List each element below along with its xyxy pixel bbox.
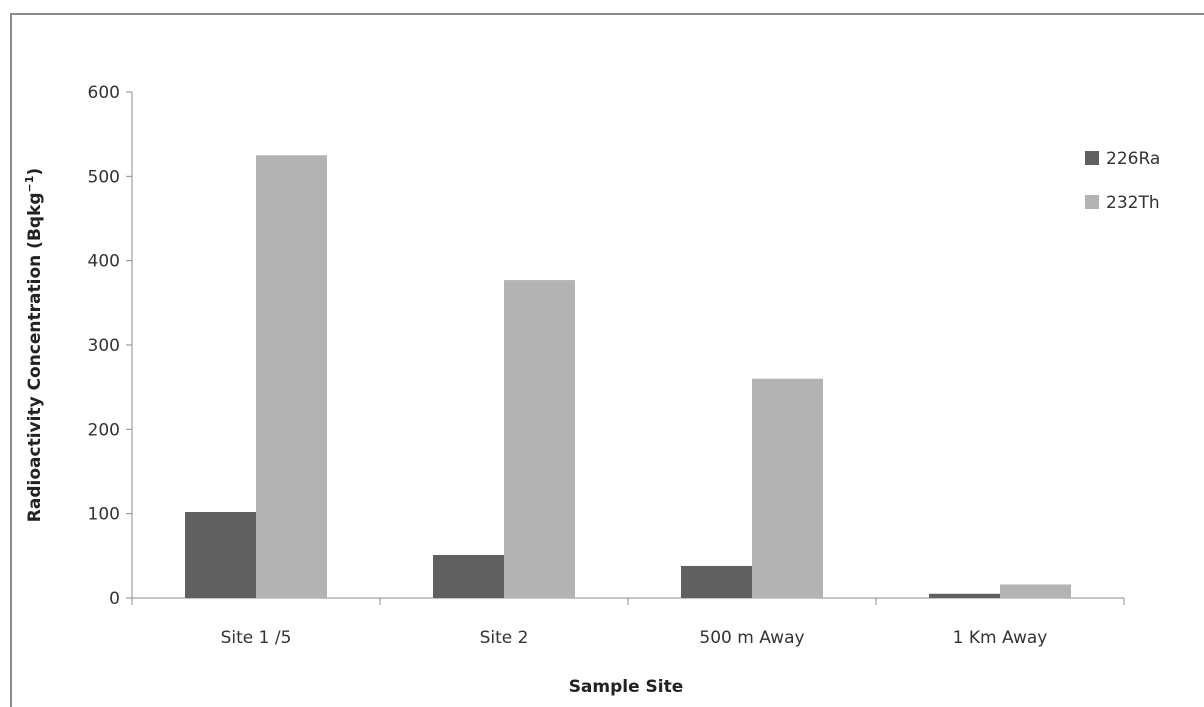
y-tick-label: 300 [88,336,120,356]
bar-232Th-1 [504,280,575,598]
legend-swatch [1085,151,1099,165]
x-axis-title: Sample Site [569,677,684,697]
bars [185,155,1071,598]
x-tick-label: Site 1 /5 [221,628,292,648]
y-tick-label: 600 [88,83,120,103]
bar-232Th-0 [256,155,327,598]
bar-232Th-2 [752,378,823,598]
legend-label: 232Th [1106,193,1160,213]
y-tick-label: 200 [88,420,120,440]
x-tick-label: Site 2 [480,628,529,648]
y-axis-title-close: ) [25,168,45,176]
bar-226Ra-1 [433,554,504,598]
y-axis-title: Radioactivity Concentration (Bqkg−1) [23,168,45,522]
y-tick-label: 0 [109,589,120,609]
chart-frame [10,13,1204,707]
x-axis: Site 1 /5 Site 2 500 m Away 1 Km Away [131,597,1125,648]
y-axis-title-main: Radioactivity Concentration (Bqkg [25,192,45,522]
y-axis: 0 100 200 300 400 500 600 [88,83,133,609]
y-tick-label: 400 [88,252,120,272]
y-tick-label: 100 [88,505,120,525]
legend: 226Ra 232Th [1085,149,1160,213]
bar-226Ra-2 [681,565,752,598]
bar-226Ra-3 [929,593,1000,598]
bar-226Ra-0 [185,511,256,598]
x-tick-label: 1 Km Away [953,628,1048,648]
x-tick-label: 500 m Away [699,628,804,648]
bar-232Th-3 [1000,584,1071,598]
y-tick-label: 500 [88,167,120,187]
y-axis-title-superscript: −1 [23,176,36,193]
legend-label: 226Ra [1106,149,1160,169]
legend-swatch [1085,195,1099,209]
